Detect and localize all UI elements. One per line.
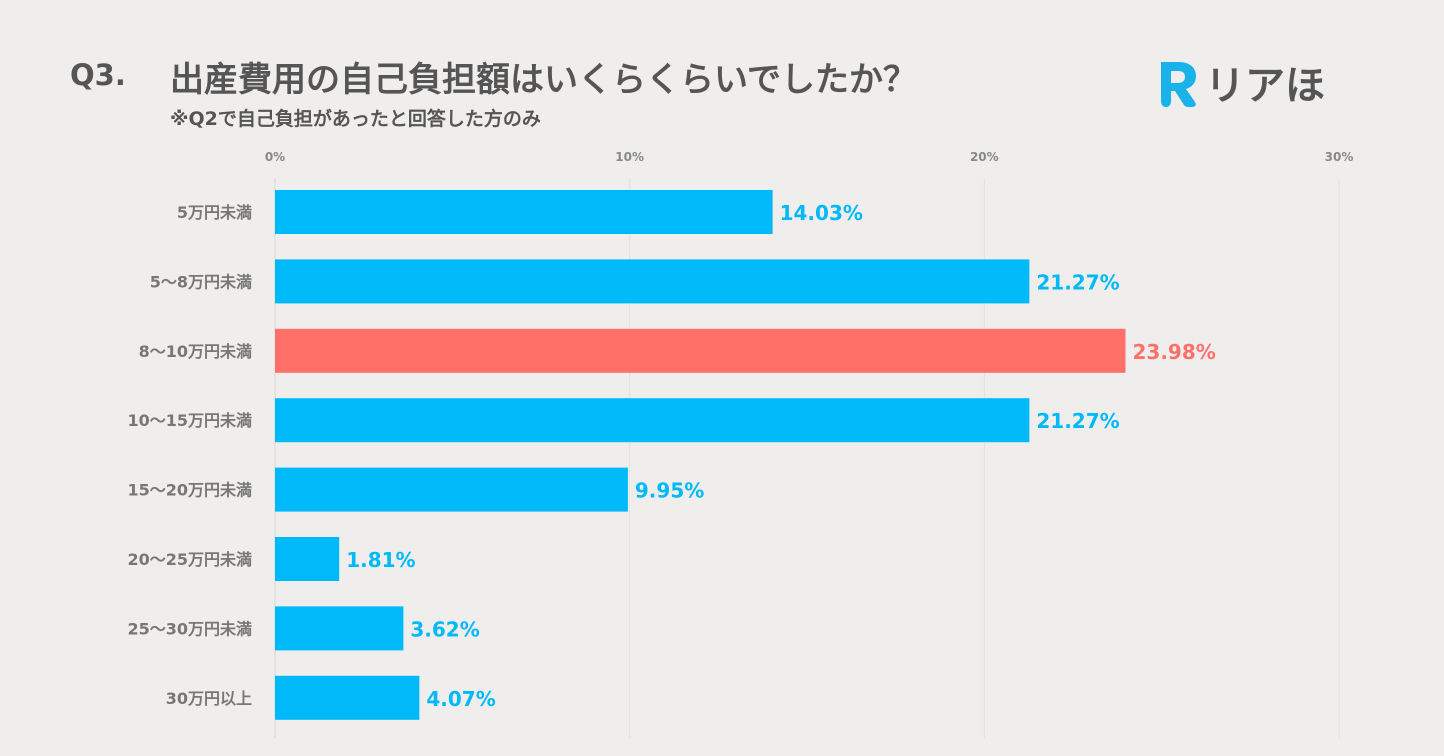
- category-label: 5万円未満: [177, 203, 252, 222]
- x-tick-label: 30%: [1325, 150, 1354, 164]
- value-label: 4.07%: [426, 687, 495, 711]
- bar: [275, 537, 340, 581]
- r-logo-icon: [1161, 62, 1196, 107]
- value-label: 21.27%: [1036, 270, 1119, 294]
- bar: [275, 328, 1126, 373]
- bar: [275, 259, 1030, 304]
- chart-subtitle: ※Q2で自己負担があったと回答した方のみ: [170, 108, 541, 130]
- x-tick-label: 0%: [265, 150, 285, 164]
- value-label: 9.95%: [635, 479, 704, 503]
- value-label: 14.03%: [780, 201, 863, 225]
- brand-logo: リアほ: [1157, 54, 1325, 110]
- category-label: 5〜8万円未満: [150, 272, 252, 291]
- value-label: 23.98%: [1132, 340, 1215, 364]
- value-label: 1.81%: [346, 548, 415, 572]
- category-label: 10〜15万円未満: [127, 411, 252, 430]
- value-label: 3.62%: [410, 617, 479, 641]
- logo-text: リアほ: [1205, 63, 1325, 109]
- question-number: Q3.: [70, 58, 126, 92]
- x-tick-label: 10%: [615, 150, 644, 164]
- bar: [275, 675, 420, 720]
- category-label: 30万円以上: [166, 689, 252, 708]
- category-label: 25〜30万円未満: [127, 619, 252, 638]
- category-label: 20〜25万円未満: [127, 550, 252, 569]
- x-tick-label: 20%: [970, 150, 999, 164]
- bar: [275, 467, 628, 512]
- category-label: 8〜10万円未満: [139, 342, 252, 361]
- bar: [275, 190, 773, 234]
- bar: [275, 398, 1030, 443]
- category-label: 15〜20万円未満: [127, 481, 252, 500]
- bar: [275, 606, 404, 651]
- chart-title: 出産費用の自己負担額はいくらくらいでしたか？: [170, 60, 917, 100]
- value-label: 21.27%: [1036, 409, 1119, 433]
